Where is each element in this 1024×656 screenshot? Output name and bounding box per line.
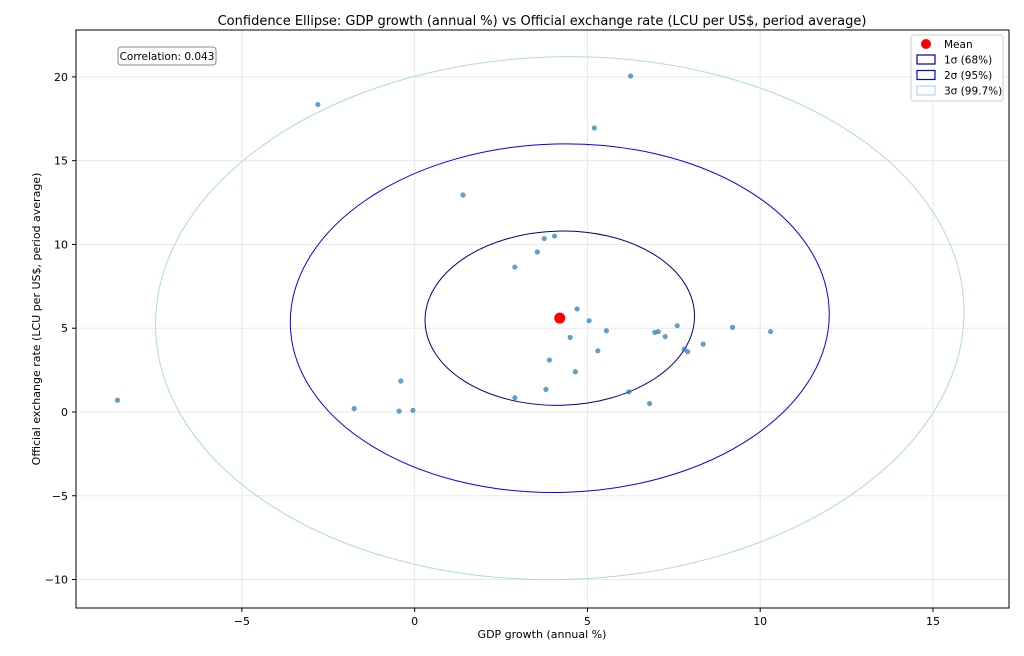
y-tick-label: 20 — [54, 71, 68, 84]
chart-title: Confidence Ellipse: GDP growth (annual %… — [218, 14, 867, 29]
data-point — [655, 328, 661, 335]
x-tick-label: 0 — [411, 615, 418, 628]
data-point — [574, 306, 580, 312]
x-tick-label: −5 — [234, 615, 250, 628]
legend-label: 3σ (99.7%) — [944, 86, 1002, 98]
data-point — [662, 333, 668, 340]
data-point — [512, 395, 518, 401]
data-point — [591, 125, 597, 131]
legend-swatch — [916, 69, 936, 81]
plot-frame — [75, 29, 1010, 609]
data-point — [398, 378, 404, 384]
data-point — [512, 264, 518, 270]
data-point — [315, 101, 321, 108]
x-tick-label: 10 — [753, 615, 767, 628]
ellipse-1sigma — [424, 230, 696, 406]
data-point — [603, 328, 610, 334]
legend-box — [910, 34, 1004, 102]
data-point — [541, 235, 547, 242]
data-point — [700, 341, 706, 347]
axis-ticks: −5 0 5 10 15 −10 −5 0 5 10 15 20 — [45, 71, 940, 628]
y-tick-label: 15 — [54, 155, 68, 168]
legend-label: Mean — [944, 39, 973, 51]
data-point — [572, 369, 578, 375]
y-axis-label: Official exchange rate (LCU per US$, per… — [30, 173, 43, 466]
legend-label: 2σ (95%) — [944, 70, 992, 82]
data-point — [586, 318, 592, 324]
y-tick-label: −5 — [52, 490, 68, 503]
y-tick-label: −10 — [45, 574, 68, 587]
mean-marker-group — [554, 312, 566, 324]
legend-swatch — [916, 54, 936, 65]
data-point — [647, 401, 653, 407]
correlation-annotation: Correlation: 0.043 — [117, 46, 217, 66]
correlation-text: Correlation: 0.043 — [120, 51, 215, 63]
data-point — [396, 408, 402, 414]
legend-mean-swatch — [921, 39, 931, 49]
correlation-box — [117, 46, 217, 66]
data-point — [595, 348, 601, 354]
legend-swatch — [916, 85, 936, 96]
y-tick-label: 0 — [61, 406, 68, 419]
data-point — [460, 192, 466, 198]
data-point — [685, 349, 691, 355]
mean-marker — [554, 312, 566, 324]
data-point — [546, 357, 553, 363]
data-point — [674, 323, 680, 329]
ellipses — [155, 56, 965, 581]
data-point — [628, 73, 634, 79]
data-point — [114, 397, 121, 403]
data-point — [626, 389, 632, 395]
legend: Mean 1σ (68%) 2σ (95%) 3σ (99.7%) — [910, 34, 1004, 102]
data-point — [534, 249, 540, 255]
data-point — [729, 324, 736, 330]
data-point — [351, 406, 357, 412]
ellipse-3sigma — [155, 56, 965, 581]
y-tick-label: 10 — [54, 238, 68, 251]
legend-label: 1σ (68%) — [944, 55, 992, 67]
ellipse-2sigma — [289, 143, 830, 493]
x-axis-label: GDP growth (annual %) — [478, 628, 607, 641]
scatter-points — [114, 73, 774, 414]
data-point — [410, 407, 416, 413]
data-point — [551, 233, 558, 239]
x-tick-label: 15 — [926, 615, 940, 628]
x-tick-label: 5 — [584, 615, 591, 628]
y-tick-label: 5 — [61, 322, 68, 335]
data-point — [543, 386, 549, 392]
data-point — [567, 334, 573, 341]
data-point — [767, 328, 774, 335]
